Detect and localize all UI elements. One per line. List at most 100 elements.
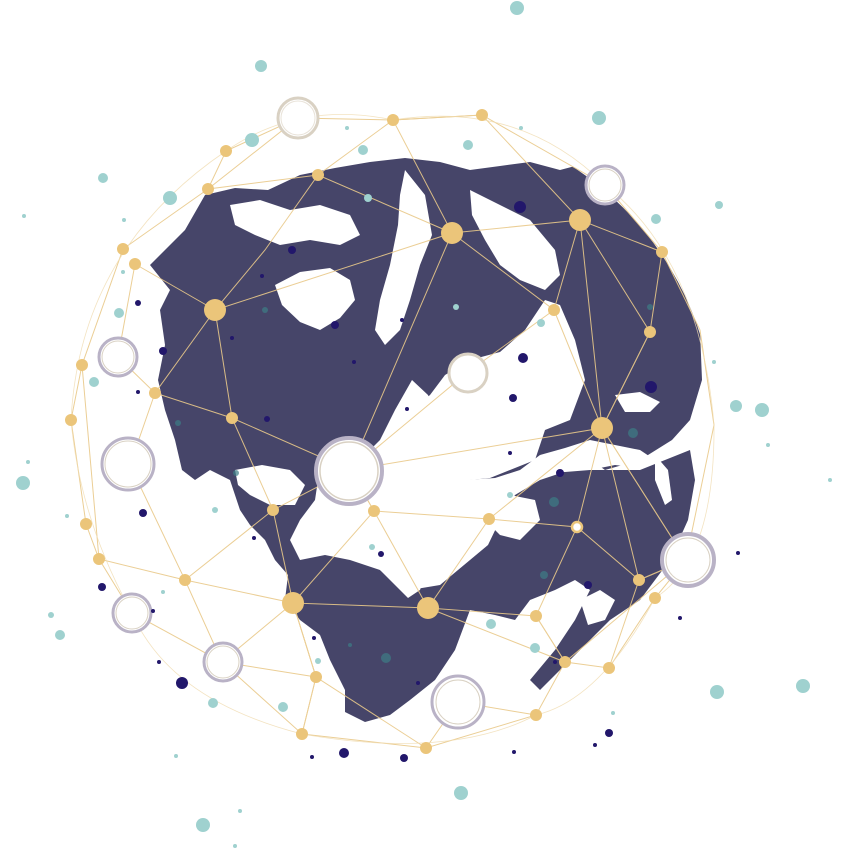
ring-node	[314, 436, 384, 506]
teal-dot	[453, 304, 459, 310]
north-sea	[470, 190, 560, 290]
ring-node	[570, 520, 584, 534]
navy-dot	[157, 660, 161, 664]
teal-land-dot	[233, 470, 239, 476]
teal-dot	[463, 140, 473, 150]
navy-dot	[605, 729, 613, 737]
navy-dot	[509, 394, 517, 402]
network-node	[312, 169, 324, 181]
teal-dot	[255, 60, 267, 72]
teal-land-dot	[175, 420, 181, 426]
network-node	[441, 222, 463, 244]
teal-dot	[208, 698, 218, 708]
teal-land-dot	[628, 428, 638, 438]
teal-dot	[196, 818, 210, 832]
navy-dots	[98, 201, 740, 762]
teal-dot	[278, 702, 288, 712]
gold-nodes	[65, 109, 668, 754]
network-node	[603, 662, 615, 674]
ring-node	[202, 641, 244, 683]
teal-dot	[315, 658, 321, 664]
teal-dot	[212, 507, 218, 513]
teal-dot	[16, 476, 30, 490]
network-node	[117, 243, 129, 255]
navy-dot	[310, 755, 314, 759]
teal-dots	[16, 1, 832, 848]
teal-dot	[486, 619, 496, 629]
teal-land-dot	[348, 643, 352, 647]
baffin-bay	[375, 170, 432, 345]
teal-dot	[537, 319, 545, 327]
network-node	[204, 299, 226, 321]
teal-dot	[519, 126, 523, 130]
network-node	[649, 592, 661, 604]
network-node	[129, 258, 141, 270]
network-node	[76, 359, 88, 371]
teal-dot	[65, 514, 69, 518]
teal-dot	[710, 685, 724, 699]
ring-node	[584, 164, 626, 206]
network-node	[179, 574, 191, 586]
navy-dot	[176, 677, 188, 689]
black-sea	[615, 392, 660, 412]
teal-dot	[358, 145, 368, 155]
navy-dot	[584, 581, 592, 589]
network-node	[656, 246, 668, 258]
network-node	[80, 518, 92, 530]
network-node	[202, 183, 214, 195]
network-node	[282, 592, 304, 614]
network-node	[559, 656, 571, 668]
teal-dot	[510, 1, 524, 15]
network-node	[548, 304, 560, 316]
navy-dot	[230, 336, 234, 340]
navy-dot	[378, 551, 384, 557]
navy-dot	[98, 583, 106, 591]
teal-dot	[369, 544, 375, 550]
navy-dot	[136, 390, 140, 394]
network-node	[93, 553, 105, 565]
mozambique-channel	[580, 590, 615, 625]
teal-land-dot	[381, 653, 391, 663]
teal-land-dot	[647, 304, 653, 310]
navy-dot	[331, 321, 339, 329]
network-node	[644, 326, 656, 338]
navy-dot	[252, 536, 256, 540]
navy-dot	[645, 381, 657, 393]
teal-land-dot	[262, 307, 268, 313]
navy-dot	[556, 469, 564, 477]
orbit-lines	[70, 113, 715, 744]
teal-dot	[755, 403, 769, 417]
teal-dot	[89, 377, 99, 387]
ring-node	[100, 436, 156, 492]
teal-land-dots	[175, 304, 653, 663]
network-node	[417, 597, 439, 619]
network-node	[591, 417, 613, 439]
teal-dot	[121, 270, 125, 274]
ring-node	[111, 592, 153, 634]
network-node	[633, 574, 645, 586]
navy-dot	[151, 609, 155, 613]
ring-node	[276, 96, 320, 140]
navy-dot	[400, 754, 408, 762]
network-node	[420, 742, 432, 754]
atlantic-ocean	[305, 300, 585, 598]
mediterranean-sea	[540, 440, 655, 472]
navy-dot	[312, 636, 316, 640]
teal-dot	[766, 443, 770, 447]
navy-dot	[736, 551, 740, 555]
navy-dot	[553, 660, 557, 664]
network-node	[569, 209, 591, 231]
navy-dot	[416, 681, 420, 685]
teal-dot	[345, 126, 349, 130]
network-node	[530, 610, 542, 622]
teal-dot	[22, 214, 26, 218]
teal-dot	[828, 478, 832, 482]
navy-dot	[260, 274, 264, 278]
navy-dot	[159, 347, 167, 355]
teal-dot	[233, 844, 237, 848]
teal-dot	[55, 630, 65, 640]
teal-dot	[611, 711, 615, 715]
network-node	[296, 728, 308, 740]
network-node	[149, 387, 161, 399]
